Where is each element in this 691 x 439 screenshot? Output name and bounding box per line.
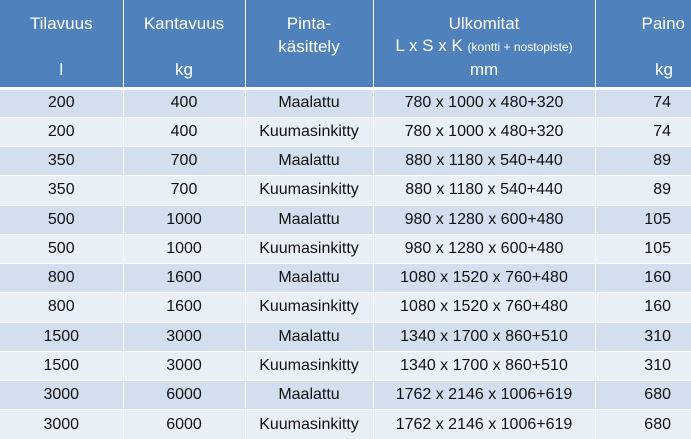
cell-tilavuus: 800	[0, 292, 124, 322]
cell-pintakasittely: Maalattu	[244, 379, 374, 410]
cell-kantavuus: 1000	[122, 204, 246, 235]
cell-ulkomitat: 880 x 1180 x 540+440	[372, 175, 596, 205]
cell-kantavuus: 6000	[122, 409, 246, 439]
cell-ulkomitat: 780 x 1000 x 480+320	[372, 87, 596, 118]
cell-ulkomitat: 1762 x 2146 x 1006+619	[372, 379, 596, 410]
header-ulkomitat-title: Ulkomitat	[448, 14, 520, 33]
cell-ulkomitat: 780 x 1000 x 480+320	[372, 116, 596, 147]
header-tilavuus-title: Tilavuus	[29, 14, 93, 33]
cell-paino: 310	[594, 350, 691, 381]
header-tilavuus-unit: l	[59, 60, 64, 79]
header-ulkomitat-dims-note: (kontti + nostopiste)	[467, 40, 573, 54]
cell-kantavuus: 700	[122, 145, 246, 176]
cell-kantavuus: 1000	[122, 233, 246, 264]
table-row: 3000 6000 Maalattu 1762 x 2146 x 1006+619 68…	[0, 379, 691, 410]
cell-pintakasittely: Maalattu	[244, 262, 374, 293]
cell-paino: 105	[594, 233, 691, 264]
cell-paino: 89	[594, 145, 691, 176]
cell-paino: 89	[594, 175, 691, 205]
cell-paino: 160	[594, 292, 691, 322]
cell-pintakasittely: Kuumasinkitty	[244, 233, 374, 264]
table-row: 500 1000 Kuumasinkitty 980 x 1280 x 600+480…	[0, 233, 691, 264]
table-row: 500 1000 Maalattu 980 x 1280 x 600+480 105	[0, 204, 691, 235]
header-kantavuus-unit: kg	[175, 60, 193, 79]
table-row: 800 1600 Maalattu 1080 x 1520 x 760+480 160	[0, 262, 691, 293]
table-body: 200 400 Maalattu 780 x 1000 x 480+320 74 200 4…	[0, 87, 691, 439]
cell-paino: 680	[594, 379, 691, 410]
cell-tilavuus: 500	[0, 233, 124, 264]
header-pintakasittely: Pinta- käsittely	[244, 0, 374, 90]
cell-kantavuus: 3000	[122, 321, 246, 352]
cell-paino: 74	[594, 87, 691, 118]
cell-pintakasittely: Maalattu	[244, 145, 374, 176]
table-row: 3000 6000 Kuumasinkitty 1762 x 2146 x 1006+…	[0, 409, 691, 439]
table-row: 1500 3000 Maalattu 1340 x 1700 x 860+510 310	[0, 321, 691, 352]
header-paino-title: Paino	[641, 14, 685, 33]
cell-pintakasittely: Kuumasinkitty	[244, 175, 374, 205]
cell-tilavuus: 200	[0, 87, 124, 118]
cell-tilavuus: 3000	[0, 409, 124, 439]
cell-tilavuus: 3000	[0, 379, 124, 410]
cell-paino: 74	[594, 116, 691, 147]
header-kantavuus-title: Kantavuus	[143, 14, 225, 33]
cell-paino: 105	[594, 204, 691, 235]
cell-kantavuus: 700	[122, 175, 246, 205]
table-row: 350 700 Kuumasinkitty 880 x 1180 x 540+440 8…	[0, 175, 691, 205]
cell-kantavuus: 1600	[122, 292, 246, 322]
header-paino-unit: kg	[655, 60, 673, 79]
table-row: 200 400 Maalattu 780 x 1000 x 480+320 74	[0, 87, 691, 118]
cell-ulkomitat: 1080 x 1520 x 760+480	[372, 292, 596, 322]
header-paino: Paino kg	[594, 0, 691, 90]
cell-pintakasittely: Maalattu	[244, 87, 374, 118]
table-row: 800 1600 Kuumasinkitty 1080 x 1520 x 760+48…	[0, 292, 691, 322]
cell-tilavuus: 350	[0, 145, 124, 176]
table-row: 200 400 Kuumasinkitty 780 x 1000 x 480+320 7…	[0, 116, 691, 147]
cell-ulkomitat: 1340 x 1700 x 860+510	[372, 350, 596, 381]
cell-ulkomitat: 1340 x 1700 x 860+510	[372, 321, 596, 352]
header-pintakasittely-line1: Pinta-	[286, 14, 332, 33]
cell-kantavuus: 6000	[122, 379, 246, 410]
header-pintakasittely-line2: käsittely	[278, 37, 340, 56]
table-row: 1500 3000 Kuumasinkitty 1340 x 1700 x 860+5…	[0, 350, 691, 381]
cell-ulkomitat: 980 x 1280 x 600+480	[372, 204, 596, 235]
header-ulkomitat: Ulkomitat L x S x K (kontti + nostopiste…	[372, 0, 596, 90]
cell-ulkomitat: 1080 x 1520 x 760+480	[372, 262, 596, 293]
header-kantavuus: Kantavuus kg	[122, 0, 246, 90]
cell-tilavuus: 350	[0, 175, 124, 205]
header-tilavuus: Tilavuus l	[0, 0, 124, 90]
cell-paino: 680	[594, 409, 691, 439]
cell-pintakasittely: Maalattu	[244, 321, 374, 352]
cell-pintakasittely: Kuumasinkitty	[244, 292, 374, 322]
header-ulkomitat-dims-main: L x S x K	[395, 36, 463, 55]
cell-pintakasittely: Kuumasinkitty	[244, 350, 374, 381]
table-header-row: Tilavuus l Kantavuus kg Pinta- käsittely…	[0, 0, 691, 90]
cell-ulkomitat: 1762 x 2146 x 1006+619	[372, 409, 596, 439]
header-ulkomitat-unit: mm	[469, 60, 499, 79]
cell-kantavuus: 400	[122, 116, 246, 147]
cell-tilavuus: 800	[0, 262, 124, 293]
cell-paino: 160	[594, 262, 691, 293]
cell-ulkomitat: 980 x 1280 x 600+480	[372, 233, 596, 264]
cell-pintakasittely: Kuumasinkitty	[244, 116, 374, 147]
cell-pintakasittely: Maalattu	[244, 204, 374, 235]
table-row: 350 700 Maalattu 880 x 1180 x 540+440 89	[0, 145, 691, 176]
cell-kantavuus: 400	[122, 87, 246, 118]
cell-paino: 310	[594, 321, 691, 352]
cell-tilavuus: 1500	[0, 350, 124, 381]
cell-pintakasittely: Kuumasinkitty	[244, 409, 374, 439]
cell-tilavuus: 200	[0, 116, 124, 147]
cell-ulkomitat: 880 x 1180 x 540+440	[372, 145, 596, 176]
cell-kantavuus: 3000	[122, 350, 246, 381]
cell-tilavuus: 1500	[0, 321, 124, 352]
cell-tilavuus: 500	[0, 204, 124, 235]
header-ulkomitat-dims: L x S x K (kontti + nostopiste)	[374, 34, 595, 59]
cell-kantavuus: 1600	[122, 262, 246, 293]
